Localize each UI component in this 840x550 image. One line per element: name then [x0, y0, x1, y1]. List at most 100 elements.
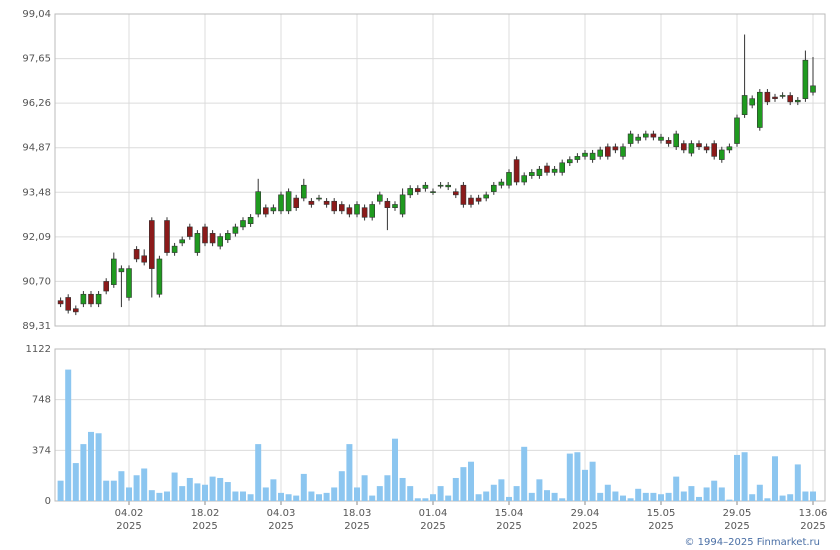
- candle-body: [741, 95, 748, 115]
- candle-body: [369, 204, 376, 218]
- volume-bar: [414, 498, 421, 501]
- volume-bar: [688, 486, 695, 501]
- candle-body: [399, 194, 406, 215]
- volume-bar: [718, 487, 725, 501]
- volume-bar: [642, 492, 649, 501]
- y-tick-label: 93,48: [22, 187, 51, 198]
- volume-bar: [232, 491, 239, 501]
- candle-body: [574, 156, 581, 160]
- y-tick-label: 94,87: [22, 143, 51, 154]
- volume-bar: [118, 471, 125, 501]
- candle-body: [171, 245, 178, 253]
- volume-bar: [240, 491, 246, 501]
- volume-bar: [88, 431, 94, 501]
- candle-body: [133, 249, 140, 260]
- candle-body: [88, 293, 94, 305]
- candle-body: [718, 149, 725, 160]
- candle-body: [597, 149, 604, 157]
- volume-bar: [126, 487, 132, 501]
- volume-bar: [566, 453, 573, 501]
- candle-body: [650, 133, 657, 138]
- candle-body: [551, 168, 558, 173]
- volume-bar: [255, 444, 262, 501]
- volume-bar: [726, 499, 733, 501]
- volume-bar: [338, 471, 345, 501]
- volume-bar: [521, 446, 528, 501]
- volume-bar: [278, 492, 284, 501]
- volume-bar: [498, 479, 505, 501]
- volume-bar: [460, 467, 467, 501]
- candle-body: [620, 146, 626, 157]
- candle-body: [323, 200, 330, 205]
- volume-bar: [316, 494, 322, 501]
- volume-bar: [376, 486, 383, 501]
- candle-body: [468, 197, 474, 205]
- volume-bar: [156, 492, 163, 501]
- volume-bar: [574, 452, 581, 501]
- volume-bar: [810, 491, 816, 501]
- candle-body: [293, 197, 300, 208]
- candle-body: [665, 140, 672, 144]
- candle-body: [118, 268, 125, 273]
- volume-bar: [513, 486, 520, 501]
- candle-body: [635, 136, 642, 141]
- candle-body: [407, 188, 414, 196]
- volume-bar: [300, 473, 307, 501]
- y-tick-label: 89,31: [22, 321, 51, 332]
- volume-bar: [95, 433, 102, 501]
- volume-bar: [437, 486, 444, 501]
- candle-body: [794, 99, 801, 103]
- candle-body: [338, 204, 345, 212]
- candle-body: [95, 293, 102, 305]
- volume-bar: [399, 477, 406, 501]
- volume-bar: [308, 491, 315, 501]
- candle-body: [430, 191, 436, 193]
- volume-bar: [559, 498, 566, 501]
- volume-bar: [247, 494, 254, 501]
- candle-body: [627, 133, 634, 144]
- candle-body: [73, 308, 79, 313]
- candle-body: [194, 233, 201, 253]
- volume-bar: [354, 487, 360, 501]
- candle-body: [490, 184, 497, 192]
- candle-body: [559, 162, 566, 173]
- candle-body: [187, 226, 193, 237]
- x-tick-label: 15.04 2025: [495, 508, 524, 532]
- volume-bar: [711, 480, 718, 501]
- volume-bar: [749, 494, 756, 501]
- candle-body: [779, 95, 786, 97]
- volume-bar: [802, 491, 809, 501]
- candle-body: [346, 207, 353, 215]
- candle-body: [726, 146, 733, 151]
- volume-bar: [72, 463, 79, 501]
- volume-bar: [262, 487, 269, 501]
- candle-body: [209, 233, 216, 244]
- volume-bar: [392, 438, 398, 501]
- volume-bar: [80, 444, 87, 501]
- x-tick-label: 18.02 2025: [191, 508, 220, 532]
- candle-body: [354, 204, 360, 215]
- x-tick-label: 04.03 2025: [267, 508, 296, 532]
- y-tick-label: 92,09: [22, 232, 51, 243]
- candle-body: [202, 226, 208, 244]
- volume-bar: [589, 461, 596, 501]
- candle-body: [688, 143, 695, 154]
- candle-body: [498, 181, 505, 186]
- volume-bar: [422, 498, 429, 501]
- y-tick-label: 99,04: [22, 9, 51, 20]
- candle-body: [772, 96, 778, 99]
- x-tick-label: 29.05 2025: [723, 508, 752, 532]
- volume-bar: [779, 495, 786, 501]
- candle-body: [696, 143, 702, 148]
- volume-bar: [209, 476, 216, 501]
- volume-bar: [202, 484, 208, 501]
- volume-bar: [764, 498, 771, 501]
- volume-bar: [734, 454, 740, 501]
- candle-body: [506, 172, 512, 186]
- candle-body: [810, 85, 816, 93]
- candle-body: [179, 239, 185, 244]
- candle-body: [673, 133, 680, 148]
- candle-body: [604, 146, 611, 157]
